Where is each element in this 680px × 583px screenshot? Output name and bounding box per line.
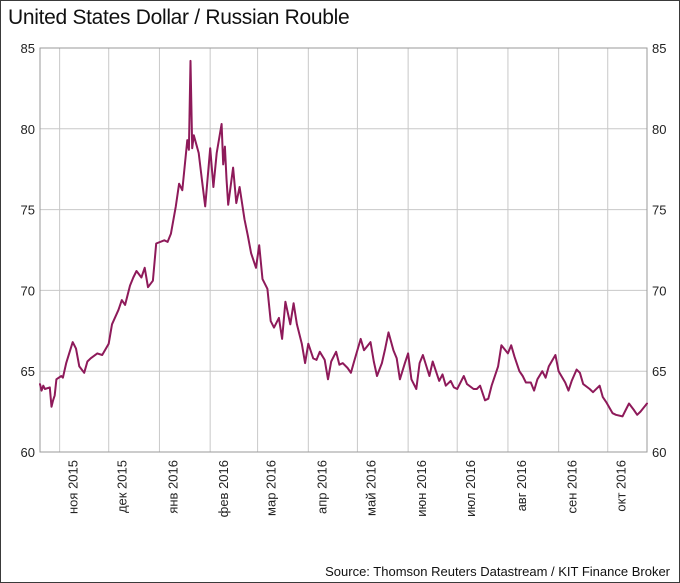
x-tick-label: янв 2016 bbox=[165, 460, 180, 514]
y-tick-label-left: 65 bbox=[21, 364, 35, 379]
x-tick-label: ноя 2015 bbox=[66, 460, 81, 514]
source-note: Source: Thomson Reuters Datastream / KIT… bbox=[325, 564, 670, 579]
x-tick-label: окт 2016 bbox=[614, 460, 629, 512]
x-tick-label: фев 2016 bbox=[216, 460, 231, 517]
y-tick-label-left: 80 bbox=[21, 122, 35, 137]
chart-title: United States Dollar / Russian Rouble bbox=[8, 6, 350, 29]
x-tick-label: апр 2016 bbox=[314, 460, 329, 514]
plot-area-border bbox=[39, 47, 648, 453]
y-tick-label-left: 60 bbox=[21, 445, 35, 460]
x-tick-label: авг 2016 bbox=[514, 460, 529, 511]
y-tick-label-right: 85 bbox=[652, 41, 666, 56]
usd-rub-series-line bbox=[39, 59, 648, 418]
x-tick-label: сен 2016 bbox=[565, 460, 580, 513]
x-tick-label: июн 2016 bbox=[414, 460, 429, 517]
x-tick-label: мар 2016 bbox=[264, 460, 279, 516]
y-tick-label-right: 70 bbox=[652, 283, 666, 298]
y-tick-label-right: 60 bbox=[652, 445, 666, 460]
y-tick-label-left: 85 bbox=[21, 41, 35, 56]
y-tick-label-left: 70 bbox=[21, 283, 35, 298]
y-tick-label-right: 65 bbox=[652, 364, 666, 379]
y-tick-label-right: 80 bbox=[652, 122, 666, 137]
x-tick-label: май 2016 bbox=[363, 460, 378, 516]
y-tick-label-left: 75 bbox=[21, 203, 35, 218]
x-tick-label: июл 2016 bbox=[463, 460, 478, 517]
x-tick-label: дек 2015 bbox=[115, 460, 130, 513]
y-tick-label-right: 75 bbox=[652, 203, 666, 218]
